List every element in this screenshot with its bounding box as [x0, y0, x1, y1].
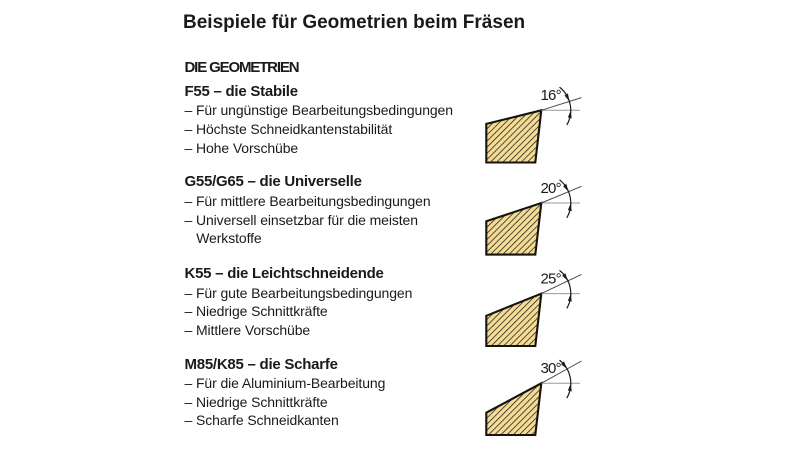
svg-text:30°: 30° [541, 360, 562, 377]
svg-text:20°: 20° [541, 180, 562, 197]
svg-text:16°: 16° [541, 87, 562, 104]
svg-text:25°: 25° [541, 271, 562, 288]
